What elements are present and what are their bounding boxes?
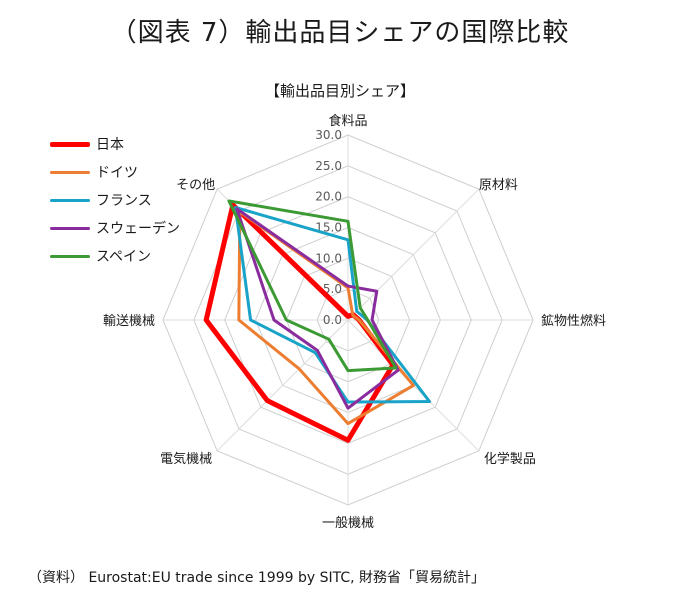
series-line-4: [227, 199, 398, 373]
radial-tick-labels: 0.05.010.015.020.025.030.0: [315, 128, 342, 327]
spoke-1: [347, 188, 480, 321]
legend-item: スウェーデン: [50, 214, 180, 242]
category-label: 電気機械: [160, 451, 212, 467]
category-label: 輸送機械: [103, 314, 155, 329]
legend-label: スウェーデン: [96, 221, 180, 237]
legend-item: 日本: [50, 130, 180, 158]
figure-title: （図表 7）輸出品目シェアの国際比較: [110, 18, 570, 48]
category-label: 鉱物性燃料: [541, 313, 606, 329]
category-label: 原材料: [479, 178, 518, 193]
tick-label: 25.0: [315, 159, 342, 173]
tick-label: 10.0: [315, 251, 342, 265]
legend-swatch: [50, 254, 90, 258]
legend-item: ドイツ: [50, 158, 180, 186]
tick-label: 30.0: [315, 128, 342, 142]
legend-label: ドイツ: [96, 165, 138, 181]
chart-title: 【輸出品目別シェア】: [264, 82, 415, 100]
tick-label: 0.0: [323, 313, 342, 327]
tick-label: 20.0: [315, 190, 342, 204]
category-label: 一般機械: [322, 515, 374, 531]
legend-swatch: [50, 198, 90, 202]
legend-swatch: [50, 141, 90, 147]
series-line-2: [233, 205, 432, 404]
series-lines: [203, 199, 432, 443]
legend-item: フランス: [50, 186, 180, 214]
legend-label: フランス: [96, 193, 152, 209]
category-label: その他: [176, 178, 215, 193]
category-label: 化学製品: [484, 451, 536, 467]
radar-grid: [162, 134, 534, 506]
legend-swatch: [50, 226, 90, 230]
legend-label: スペイン: [96, 249, 152, 265]
spoke-5: [216, 319, 349, 452]
legend-label: 日本: [96, 137, 124, 153]
series-line-0: [203, 202, 396, 443]
legend: 日本ドイツフランススウェーデン スペイン: [50, 130, 180, 270]
source-note: （資料） Eurostat:EU trade since 1999 by SIT…: [28, 570, 486, 586]
tick-label: 5.0: [323, 282, 342, 296]
legend-swatch: [50, 170, 90, 174]
category-label: 食料品: [328, 113, 367, 129]
legend-item: スペイン: [50, 242, 180, 270]
